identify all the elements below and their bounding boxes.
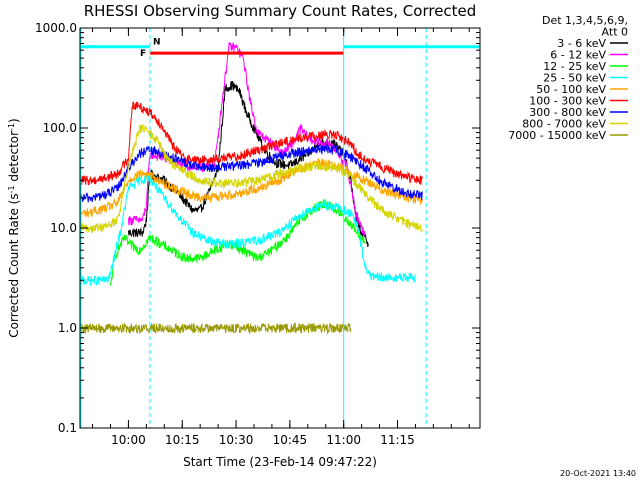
y-axis-label-part: Corrected Count Rate (s xyxy=(7,193,21,337)
legend-entry-3: 12 - 25 keV xyxy=(543,60,606,73)
legend-entry-1: 3 - 6 keV xyxy=(557,37,606,50)
legend-header: Att 0 xyxy=(602,26,628,39)
y-tick-label: 10.0 xyxy=(50,221,77,235)
legend-entry-9: 7000 - 15000 keV xyxy=(508,129,606,142)
x-axis-label: Start Time (23-Feb-14 09:47:22) xyxy=(183,455,377,469)
series-line-9 xyxy=(80,322,352,335)
flag-label-night: N xyxy=(153,38,161,48)
y-axis-label: Corrected Count Rate (s-1 detector-1) xyxy=(7,118,22,337)
legend-header: Det 1,3,4,5,6,9, xyxy=(542,14,628,27)
x-tick-label: 11:00 xyxy=(326,433,361,447)
y-axis-label-group: Corrected Count Rate (s-1 detector-1) xyxy=(7,118,22,337)
axes-layer: 1000.0 100.0 10.0 1.0 0.1 10:00 10:15 10:30 10:4… xyxy=(35,21,481,447)
footer-timestamp: 20-Oct-2021 13:40 xyxy=(560,469,636,478)
flag-label-flare: F xyxy=(140,49,146,59)
y-tick-label: 100.0 xyxy=(43,121,77,135)
y-tick-label: 1.0 xyxy=(58,321,77,335)
y-axis-label-exponent: -1 xyxy=(7,185,16,193)
x-tick-label: 10:15 xyxy=(165,433,200,447)
series-line-8 xyxy=(80,123,423,233)
series-line-4 xyxy=(80,174,416,286)
y-tick-label: 0.1 xyxy=(58,421,77,435)
chart-title: RHESSI Observing Summary Count Rates, Co… xyxy=(84,2,477,20)
x-tick-label: 10:30 xyxy=(219,433,254,447)
legend-entry-4: 25 - 50 keV xyxy=(543,72,606,85)
series-line-7 xyxy=(80,144,423,203)
x-tick-label: 10:45 xyxy=(273,433,308,447)
legend-entry-2: 6 - 12 keV xyxy=(550,49,606,62)
legend-entry-6: 100 - 300 keV xyxy=(529,95,606,108)
series-line-5 xyxy=(80,158,423,218)
y-axis-label-part: ) xyxy=(7,118,21,123)
legend-entry-5: 50 - 100 keV xyxy=(536,83,606,96)
x-tick-label: 11:15 xyxy=(380,433,415,447)
legend-entry-8: 800 - 7000 keV xyxy=(522,118,606,131)
series-group xyxy=(80,42,423,335)
series-line-3 xyxy=(110,199,366,286)
y-axis-label-part: detector xyxy=(7,131,21,186)
y-tick-label: 1000.0 xyxy=(35,21,77,35)
series-line-6 xyxy=(80,101,423,186)
y-axis-label-exponent: -1 xyxy=(7,123,16,131)
x-tick-label: 10:00 xyxy=(111,433,146,447)
legend-entry-7: 300 - 800 keV xyxy=(529,106,606,119)
